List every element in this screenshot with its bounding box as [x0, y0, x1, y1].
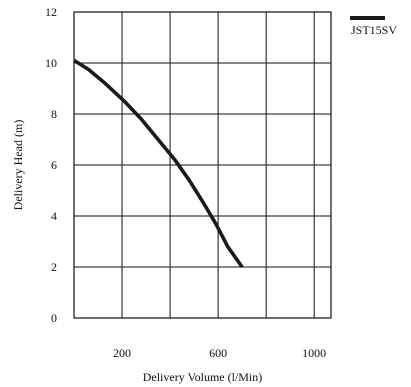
- x-tick-label: 600: [209, 346, 227, 360]
- grid: [74, 12, 331, 318]
- x-axis-label: Delivery Volume (l/Min): [143, 370, 263, 384]
- y-tick-label: 10: [45, 56, 57, 70]
- legend-label: JST15SV: [351, 23, 397, 37]
- y-tick-label: 6: [51, 158, 57, 172]
- y-tick-label: 4: [51, 209, 57, 223]
- x-tick-labels: 200 600 1000: [113, 346, 326, 360]
- y-tick-label: 12: [45, 5, 57, 19]
- plot-frame: [73, 11, 332, 319]
- y-tick-label: 0: [51, 311, 57, 325]
- y-tick-labels: 0 2 4 6 8 10 12: [45, 5, 57, 325]
- series-group: [73, 58, 244, 269]
- x-tick-label: 1000: [302, 346, 326, 360]
- y-tick-label: 8: [51, 107, 57, 121]
- y-tick-label: 2: [51, 260, 57, 274]
- series-line: [73, 58, 244, 269]
- x-tick-label: 200: [113, 346, 131, 360]
- y-axis-label: Delivery Head (m): [11, 120, 25, 211]
